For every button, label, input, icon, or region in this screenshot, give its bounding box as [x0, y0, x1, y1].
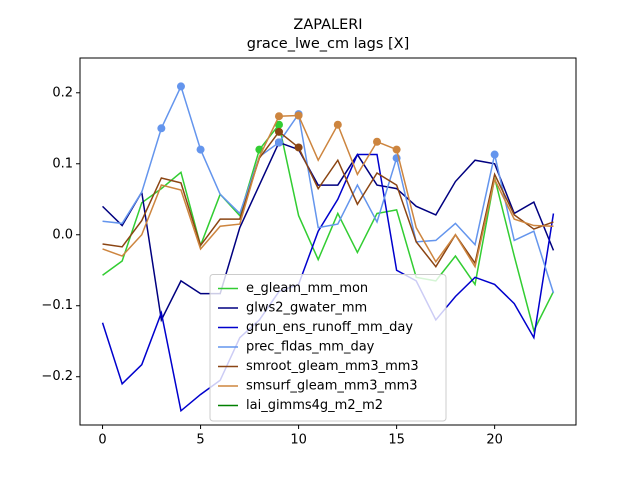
y-tick-label: 0.0	[52, 227, 73, 242]
y-tick-label: 0.1	[52, 156, 73, 171]
point-marker	[176, 82, 185, 91]
series-line	[102, 141, 555, 323]
series-line	[102, 84, 555, 294]
legend-label: e_gleam_mm_mon	[246, 281, 368, 296]
chart-title: ZAPALERI	[293, 17, 362, 33]
legend-label: grun_ens_runoff_mm_day	[246, 320, 413, 335]
x-tick-label: 0	[98, 433, 106, 448]
point-marker	[392, 145, 401, 154]
y-tick-label: 0.2	[52, 85, 73, 100]
point-marker	[373, 137, 382, 146]
x-tick-label: 10	[290, 433, 307, 448]
point-marker	[196, 145, 205, 154]
point-marker	[274, 120, 283, 129]
point-marker	[294, 143, 303, 152]
series-line	[102, 123, 555, 333]
point-marker	[490, 150, 499, 159]
point-marker	[157, 124, 166, 133]
plot-frame	[79, 57, 577, 426]
y-tick-label: −0.1	[41, 298, 73, 313]
legend-label: smsurf_gleam_mm3_mm3	[246, 379, 418, 394]
point-marker	[274, 112, 283, 121]
legend-label: prec_fldas_mm_day	[246, 340, 375, 355]
legend-label: lai_gimms4g_m2_m2	[246, 398, 383, 413]
legend-box	[209, 274, 447, 422]
x-tick-label: 5	[196, 433, 204, 448]
series-line	[101, 153, 555, 413]
series-line	[102, 114, 554, 269]
series-line	[102, 130, 554, 269]
legend-label: glws2_gwater_mm	[246, 301, 367, 316]
x-tick-label: 15	[388, 433, 405, 448]
y-tick-label: −0.2	[41, 369, 73, 384]
point-marker	[274, 138, 283, 147]
point-marker	[274, 127, 283, 136]
point-marker	[294, 111, 303, 120]
point-marker	[333, 120, 342, 129]
x-tick-label: 20	[486, 433, 503, 448]
chart-subtitle: grace_lwe_cm lags [X]	[247, 36, 410, 52]
legend-label: smroot_gleam_mm3_mm3	[246, 359, 419, 374]
